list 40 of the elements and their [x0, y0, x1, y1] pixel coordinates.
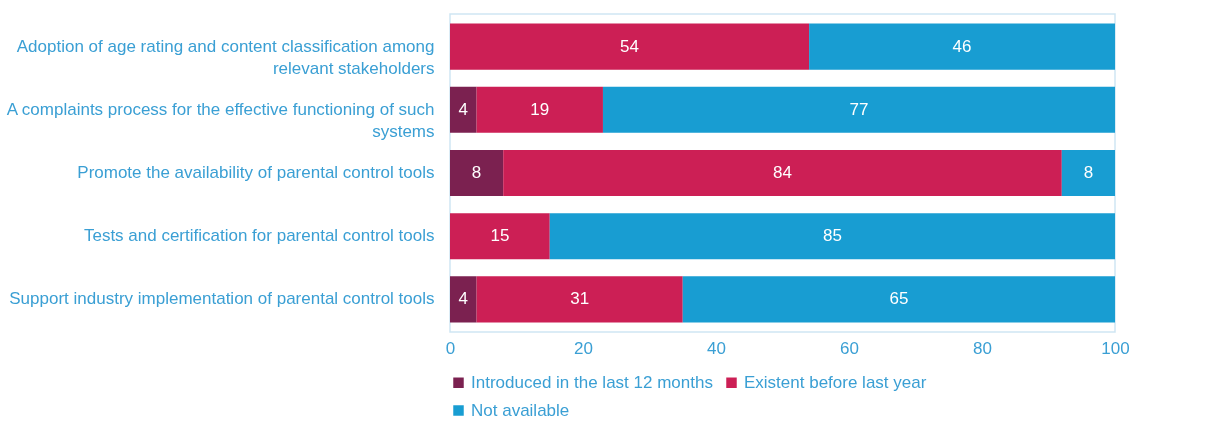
legend-label: Introduced in the last 12 months	[471, 372, 713, 392]
bar	[602, 86, 1115, 133]
x-tick-label: 100	[1101, 338, 1130, 358]
bar	[450, 86, 477, 133]
y-tick-label: Promote the availability of parental control tools	[77, 163, 435, 182]
legend-label: Existent before last year	[744, 372, 927, 392]
bar	[450, 23, 810, 70]
data-label: 8	[1083, 163, 1094, 182]
bar	[450, 213, 550, 260]
x-tick-label: 20	[574, 338, 593, 358]
x-tick-label: 60	[840, 338, 859, 358]
data-label: 19	[530, 99, 550, 119]
bar	[549, 213, 1115, 260]
x-tick-label: 0	[445, 338, 456, 358]
y-tick-label: Tests and certification for parental control tools	[83, 226, 435, 246]
bar	[450, 276, 477, 323]
bar	[503, 149, 1062, 197]
data-label: 65	[889, 289, 909, 309]
data-label: 8	[471, 163, 482, 182]
bar	[476, 86, 603, 133]
data-label: 4	[458, 99, 469, 119]
y-tick-label: A complaints process for the effective functioning of such systems	[6, 99, 435, 141]
legend-label: Not available	[471, 400, 570, 420]
data-label: 77	[849, 99, 869, 119]
x-tick-label: 40	[707, 338, 726, 358]
bar	[682, 276, 1115, 323]
x-tick-label: 80	[973, 338, 992, 358]
y-tick-label: Support industry implementation of parental control tools	[9, 289, 435, 309]
data-label: 31	[570, 289, 590, 309]
data-label: 54	[620, 36, 640, 56]
bar	[1061, 149, 1115, 197]
data-label: 4	[458, 289, 469, 309]
bar	[450, 149, 504, 197]
data-label: 84	[773, 163, 792, 182]
bar	[476, 276, 683, 323]
data-label: 85	[822, 226, 842, 246]
data-label: 46	[952, 36, 972, 56]
y-tick-label: Adoption of age rating and content classification among relevant stakeholders	[16, 36, 435, 78]
bar	[809, 23, 1115, 70]
data-label: 15	[490, 226, 510, 246]
